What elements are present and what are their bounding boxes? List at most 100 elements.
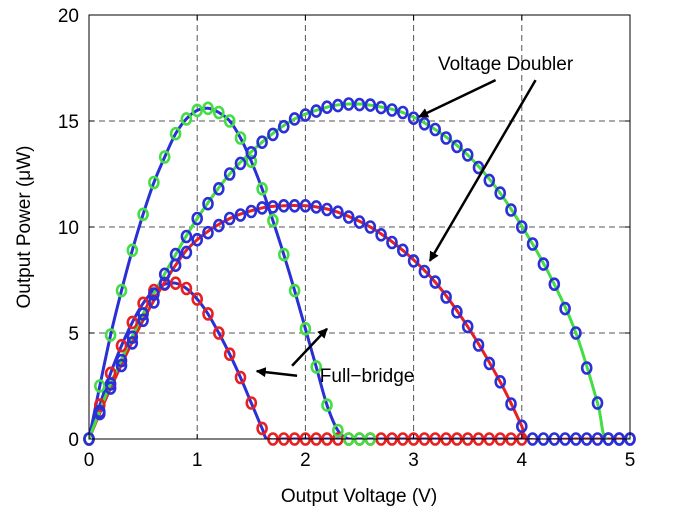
- data-point-vd_small: [126, 336, 139, 350]
- data-point-vd_large: [483, 173, 496, 188]
- data-point-vd_large: [461, 148, 474, 162]
- data-point-fb_large: [332, 423, 344, 438]
- data-point-vd_small: [451, 304, 463, 319]
- data-point-vd_large: [364, 98, 377, 112]
- x-tick-label: 4: [517, 450, 528, 471]
- data-point-fb_large: [245, 154, 258, 169]
- data-point-fb_large: [256, 182, 268, 196]
- data-point-vd_small: [202, 225, 214, 240]
- data-point-vd_small: [515, 419, 528, 434]
- data-point-vd_large: [256, 135, 268, 149]
- annotation-arrow: [291, 327, 328, 367]
- y-tick-label: 20: [58, 6, 79, 27]
- data-point-vd_large: [515, 220, 528, 234]
- data-point-vd_large: [537, 257, 550, 271]
- data-point-fb_large: [234, 131, 247, 145]
- series-line-fb_small: [89, 281, 522, 439]
- data-point-fb_small: [191, 292, 203, 306]
- data-point-vd_small: [332, 205, 344, 219]
- annotation-label: Voltage Doubler: [438, 54, 574, 75]
- data-point-vd_large: [234, 156, 247, 171]
- data-point-vd_large: [126, 330, 139, 345]
- data-point-vd_small: [137, 313, 149, 328]
- data-point-vd_small: [386, 235, 398, 250]
- x-axis-label: Output Voltage (V): [281, 486, 437, 507]
- data-point-fb_small: [126, 315, 139, 330]
- data-point-vd_large: [570, 326, 582, 340]
- data-point-fb_small: [169, 276, 182, 291]
- x-tick-label: 1: [192, 450, 203, 471]
- data-point-vd_large: [245, 146, 258, 160]
- data-point-vd_large: [505, 203, 517, 217]
- data-point-fb_small: [94, 398, 106, 412]
- data-point-fb_large: [158, 150, 171, 164]
- data-point-fb_small: [245, 396, 258, 410]
- data-point-vd_small: [321, 202, 333, 217]
- data-point-vd_small: [223, 211, 236, 226]
- data-point-vd_small: [288, 199, 301, 213]
- y-axis-label: Output Power (μW): [14, 146, 35, 309]
- data-point-vd_large: [277, 119, 290, 134]
- data-point-fb_large: [137, 207, 149, 222]
- data-point-vd_small: [353, 215, 366, 229]
- data-point-vd_large: [267, 127, 279, 142]
- data-point-vd_large: [548, 277, 561, 292]
- data-point-vd_large: [137, 307, 149, 321]
- data-point-vd_small: [429, 275, 442, 289]
- data-point-vd_large: [299, 108, 312, 122]
- data-point-fb_small: [256, 421, 268, 436]
- data-point-vd_small: [213, 218, 225, 233]
- data-point-fb_small: [213, 326, 225, 340]
- data-point-vd_small: [256, 201, 268, 215]
- data-point-vd_small: [505, 397, 517, 411]
- annotations: Voltage Doubler Full−bridge: [255, 54, 574, 387]
- data-point-fb_large: [223, 114, 236, 128]
- data-point-fb_small: [115, 338, 128, 353]
- data-point-vd_large: [440, 131, 452, 145]
- data-point-vd_small: [267, 200, 279, 214]
- y-tick-label: 10: [58, 218, 79, 239]
- data-point-fb_large: [213, 105, 225, 120]
- data-point-vd_large: [418, 117, 431, 131]
- annotation-arrow: [255, 367, 298, 378]
- data-point-fb_large: [288, 283, 301, 298]
- data-point-vd_large: [180, 229, 193, 244]
- data-point-vd_small: [461, 319, 474, 334]
- data-point-fb_small: [180, 281, 193, 296]
- data-point-fb_large: [104, 328, 117, 342]
- data-point-vd_large: [559, 301, 571, 316]
- data-point-vd_small: [483, 356, 496, 371]
- data-point-vd_small: [494, 374, 507, 389]
- data-point-vd_small: [158, 276, 171, 291]
- data-point-vd_large: [526, 237, 539, 251]
- data-point-fb_large: [310, 360, 323, 374]
- data-point-vd_small: [342, 210, 355, 224]
- data-point-fb_large: [126, 243, 139, 258]
- data-point-vd_large: [191, 211, 203, 226]
- data-point-vd_large: [494, 186, 507, 200]
- data-point-vd_large: [591, 396, 604, 410]
- series-line-fb_large: [89, 106, 371, 439]
- x-tick-label: 0: [84, 450, 95, 471]
- y-tick-label: 0: [68, 430, 79, 451]
- data-point-vd_small: [375, 228, 387, 242]
- x-tick-label: 5: [625, 450, 636, 471]
- data-point-fb_small: [234, 370, 247, 385]
- data-point-vd_large: [396, 105, 409, 120]
- data-point-vd_large: [115, 353, 128, 368]
- data-point-vd_large: [310, 104, 323, 118]
- data-point-fb_large: [191, 103, 203, 118]
- data-point-fb_small: [202, 307, 214, 321]
- data-point-vd_large: [223, 167, 236, 181]
- data-point-vd_small: [472, 338, 485, 352]
- data-point-vd_large: [213, 182, 225, 196]
- data-point-fb_large: [148, 175, 160, 190]
- data-point-fb_large: [180, 112, 193, 126]
- data-point-vd_large: [353, 97, 366, 112]
- data-point-fb_large: [277, 247, 290, 262]
- x-tick-label: 2: [300, 450, 311, 471]
- data-point-fb_small: [223, 347, 236, 362]
- data-point-vd_small: [440, 290, 452, 304]
- data-point-fb_large: [267, 213, 279, 228]
